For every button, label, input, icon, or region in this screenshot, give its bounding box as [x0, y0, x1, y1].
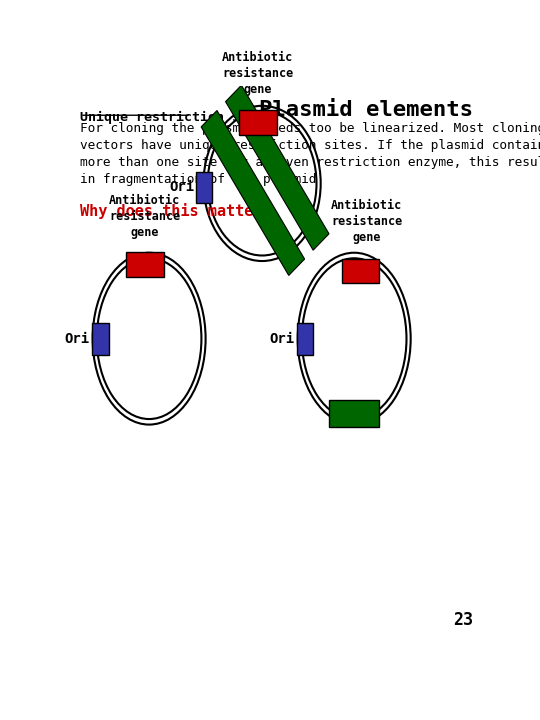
Text: 23: 23	[454, 611, 474, 629]
Bar	[92, 323, 109, 355]
Bar	[126, 253, 164, 277]
Bar	[342, 258, 379, 284]
Text: Antibiotic
resistance
gene: Antibiotic resistance gene	[331, 199, 402, 244]
Polygon shape	[201, 110, 305, 276]
Bar	[329, 400, 379, 428]
Text: Ori: Ori	[269, 332, 295, 346]
Text: Ori: Ori	[169, 180, 194, 194]
Bar	[197, 172, 212, 202]
Text: Unique restriction sites:: Unique restriction sites:	[80, 112, 280, 125]
Text: Ori: Ori	[65, 332, 90, 346]
Text: Why does this matter?: Why does this matter?	[80, 203, 272, 219]
Polygon shape	[226, 85, 329, 250]
Bar	[239, 110, 277, 135]
Text: Antibiotic
resistance
gene: Antibiotic resistance gene	[222, 51, 294, 96]
Text: For cloning the plasmid needs too be linearized. Most cloning
vectors have uniqu: For cloning the plasmid needs too be lin…	[80, 122, 540, 186]
Text: Plasmid elements: Plasmid elements	[259, 100, 474, 120]
Bar	[297, 323, 313, 355]
Text: Antibiotic
resistance
gene: Antibiotic resistance gene	[109, 194, 180, 239]
